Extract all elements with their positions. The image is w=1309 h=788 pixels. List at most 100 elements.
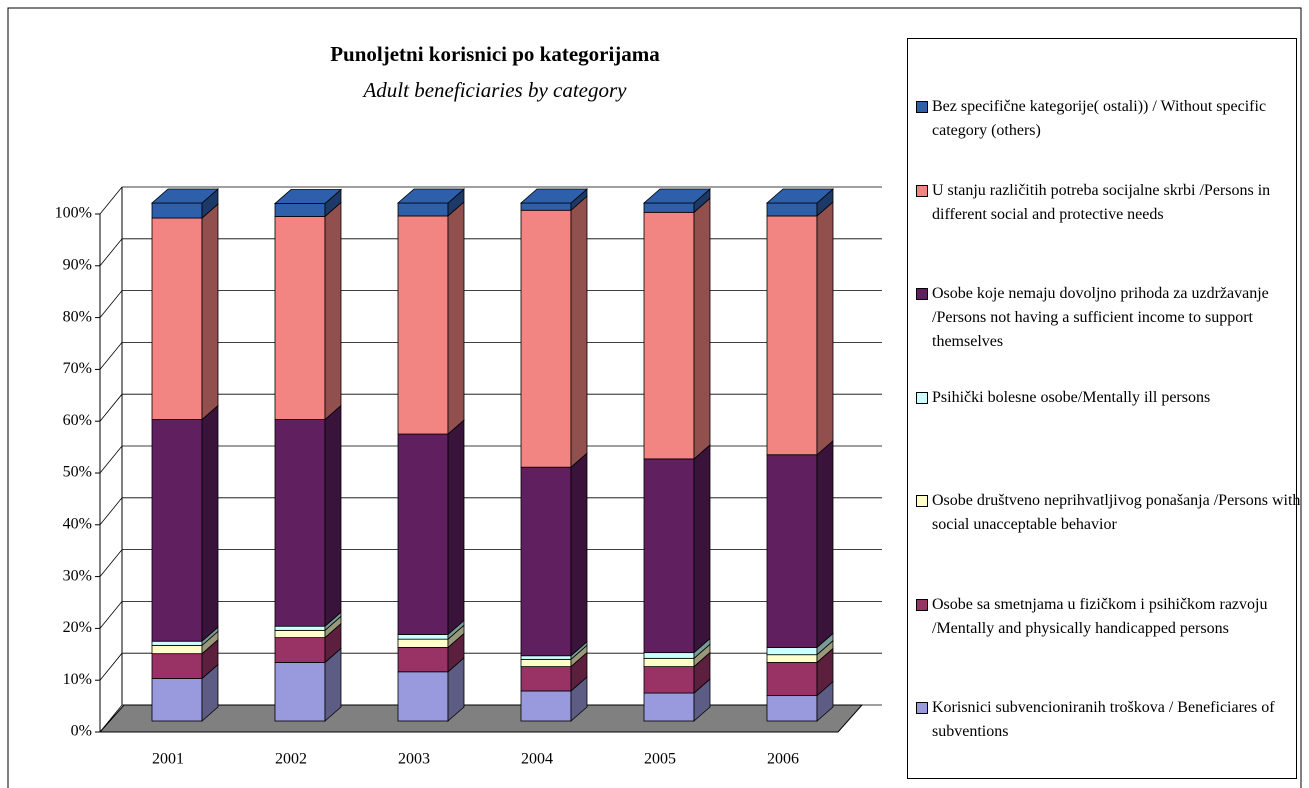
- bar-segment: [274, 637, 326, 663]
- x-tick-label: 2002: [275, 751, 307, 768]
- legend-swatch: [916, 392, 928, 404]
- bar-segment: [766, 695, 818, 722]
- legend-swatch: [916, 599, 928, 611]
- bar-segment: [151, 419, 203, 642]
- bar-segment: [766, 215, 818, 456]
- y-tick-label: 70%: [63, 360, 92, 377]
- bar-segment: [151, 678, 203, 722]
- bar-segment: [766, 202, 818, 217]
- legend-label: Bez specifične kategorije( ostali)) / Wi…: [932, 98, 1267, 139]
- bar-segment: [643, 211, 695, 460]
- bar-side: [324, 404, 342, 628]
- y-tick-label: 20%: [63, 619, 92, 636]
- bar-side: [570, 195, 588, 469]
- bar-segment: [151, 202, 203, 219]
- legend-label: Osobe društveno neprihvatljivog ponašanj…: [932, 492, 1301, 533]
- y-tick-label: 60%: [63, 412, 92, 429]
- legend-swatch: [916, 702, 928, 714]
- bar-side: [570, 452, 588, 657]
- x-tick-label: 2006: [767, 751, 799, 768]
- bar-segment: [520, 466, 572, 657]
- y-tick-label: 40%: [63, 515, 92, 532]
- legend-swatch: [916, 495, 928, 507]
- y-tick-label: 0%: [71, 723, 92, 740]
- bar-segment: [397, 671, 449, 722]
- bar-segment: [520, 690, 572, 722]
- bar-top: [396, 188, 466, 204]
- grid-line: [99, 393, 882, 422]
- x-tick-label: 2003: [398, 751, 430, 768]
- legend-label: Osobe sa smetnjama u fizičkom i psihičko…: [932, 596, 1268, 637]
- chart-title: Punoljetni korisnici po kategorijama: [330, 42, 660, 66]
- grid-line: [99, 704, 882, 733]
- y-tick-label: 90%: [63, 256, 92, 273]
- bar-segment: [766, 454, 818, 648]
- y-tick-label: 30%: [63, 567, 92, 584]
- y-tick-label: 50%: [63, 464, 92, 481]
- legend-label: Osobe koje nemaju dovoljno prihoda za uz…: [932, 285, 1269, 350]
- bar-segment: [274, 662, 326, 722]
- bar-segment: [274, 625, 326, 631]
- bar-segment: [151, 217, 203, 420]
- bar-top: [642, 188, 712, 204]
- legend-swatch: [916, 185, 928, 197]
- bar-side: [816, 201, 834, 456]
- y-tick-label: 100%: [55, 205, 92, 222]
- legend-item: Osobe društveno neprihvatljivog ponašanj…: [916, 489, 1308, 537]
- grid-line: [99, 601, 882, 629]
- bar-side: [816, 439, 834, 649]
- bar-side: [693, 197, 711, 460]
- grid-line: [99, 290, 882, 318]
- bar-segment: [397, 638, 449, 648]
- legend-label: Korisnici subvencioniranih troškova / Be…: [932, 699, 1275, 740]
- legend-swatch: [916, 101, 928, 113]
- bar-side: [324, 201, 342, 421]
- bar-segment: [274, 629, 326, 639]
- bar-segment: [397, 647, 449, 673]
- legend-item: Osobe sa smetnjama u fizičkom i psihičko…: [916, 593, 1308, 641]
- legend-item: Korisnici subvencioniranih troškova / Be…: [916, 696, 1308, 744]
- legend-item: Psihički bolesne osobe/Mentally ill pers…: [916, 386, 1308, 410]
- x-tick-label: 2004: [521, 751, 553, 768]
- grid-line: [99, 652, 882, 681]
- bar-side: [447, 201, 465, 435]
- grid-line: [99, 549, 882, 577]
- bar-segment: [151, 640, 203, 646]
- legend-swatch: [916, 288, 928, 300]
- x-tick-label: 2001: [152, 751, 184, 768]
- bar-segment: [643, 202, 695, 213]
- bar-segment: [766, 647, 818, 656]
- bar-segment: [520, 202, 572, 211]
- grid-line: [99, 497, 882, 526]
- bar-segment: [520, 666, 572, 692]
- grid-line: [99, 186, 882, 215]
- bar-top: [765, 188, 835, 204]
- legend-label: U stanju različitih potreba socijalne sk…: [932, 182, 1271, 223]
- bar-segment: [520, 658, 572, 668]
- chart-subtitle: Adult beneficiaries by category: [361, 78, 627, 102]
- bar-segment: [151, 644, 203, 655]
- y-tick-label: 80%: [63, 308, 92, 325]
- legend-item: Osobe koje nemaju dovoljno prihoda za uz…: [916, 282, 1308, 354]
- bar-segment: [397, 215, 449, 435]
- bar-segment: [643, 657, 695, 668]
- bar-segment: [643, 666, 695, 694]
- bar-segment: [397, 202, 449, 217]
- bar-segment: [151, 653, 203, 679]
- bar-segment: [766, 662, 818, 697]
- grid-line: [99, 341, 882, 370]
- bar-segment: [520, 655, 572, 660]
- bar-segment: [643, 692, 695, 722]
- bar-segment: [397, 634, 449, 640]
- bar-segment: [274, 419, 326, 627]
- bar-top: [519, 188, 589, 204]
- bar-segment: [766, 654, 818, 663]
- y-tick-label: 10%: [63, 671, 92, 688]
- legend: Bez specifične kategorije( ostali)) / Wi…: [907, 38, 1300, 779]
- bar-segment: [643, 652, 695, 659]
- bar-segment: [274, 216, 326, 420]
- bar-segment: [643, 458, 695, 654]
- legend-label: Psihički bolesne osobe/Mentally ill pers…: [932, 389, 1211, 406]
- bar-side: [693, 444, 711, 654]
